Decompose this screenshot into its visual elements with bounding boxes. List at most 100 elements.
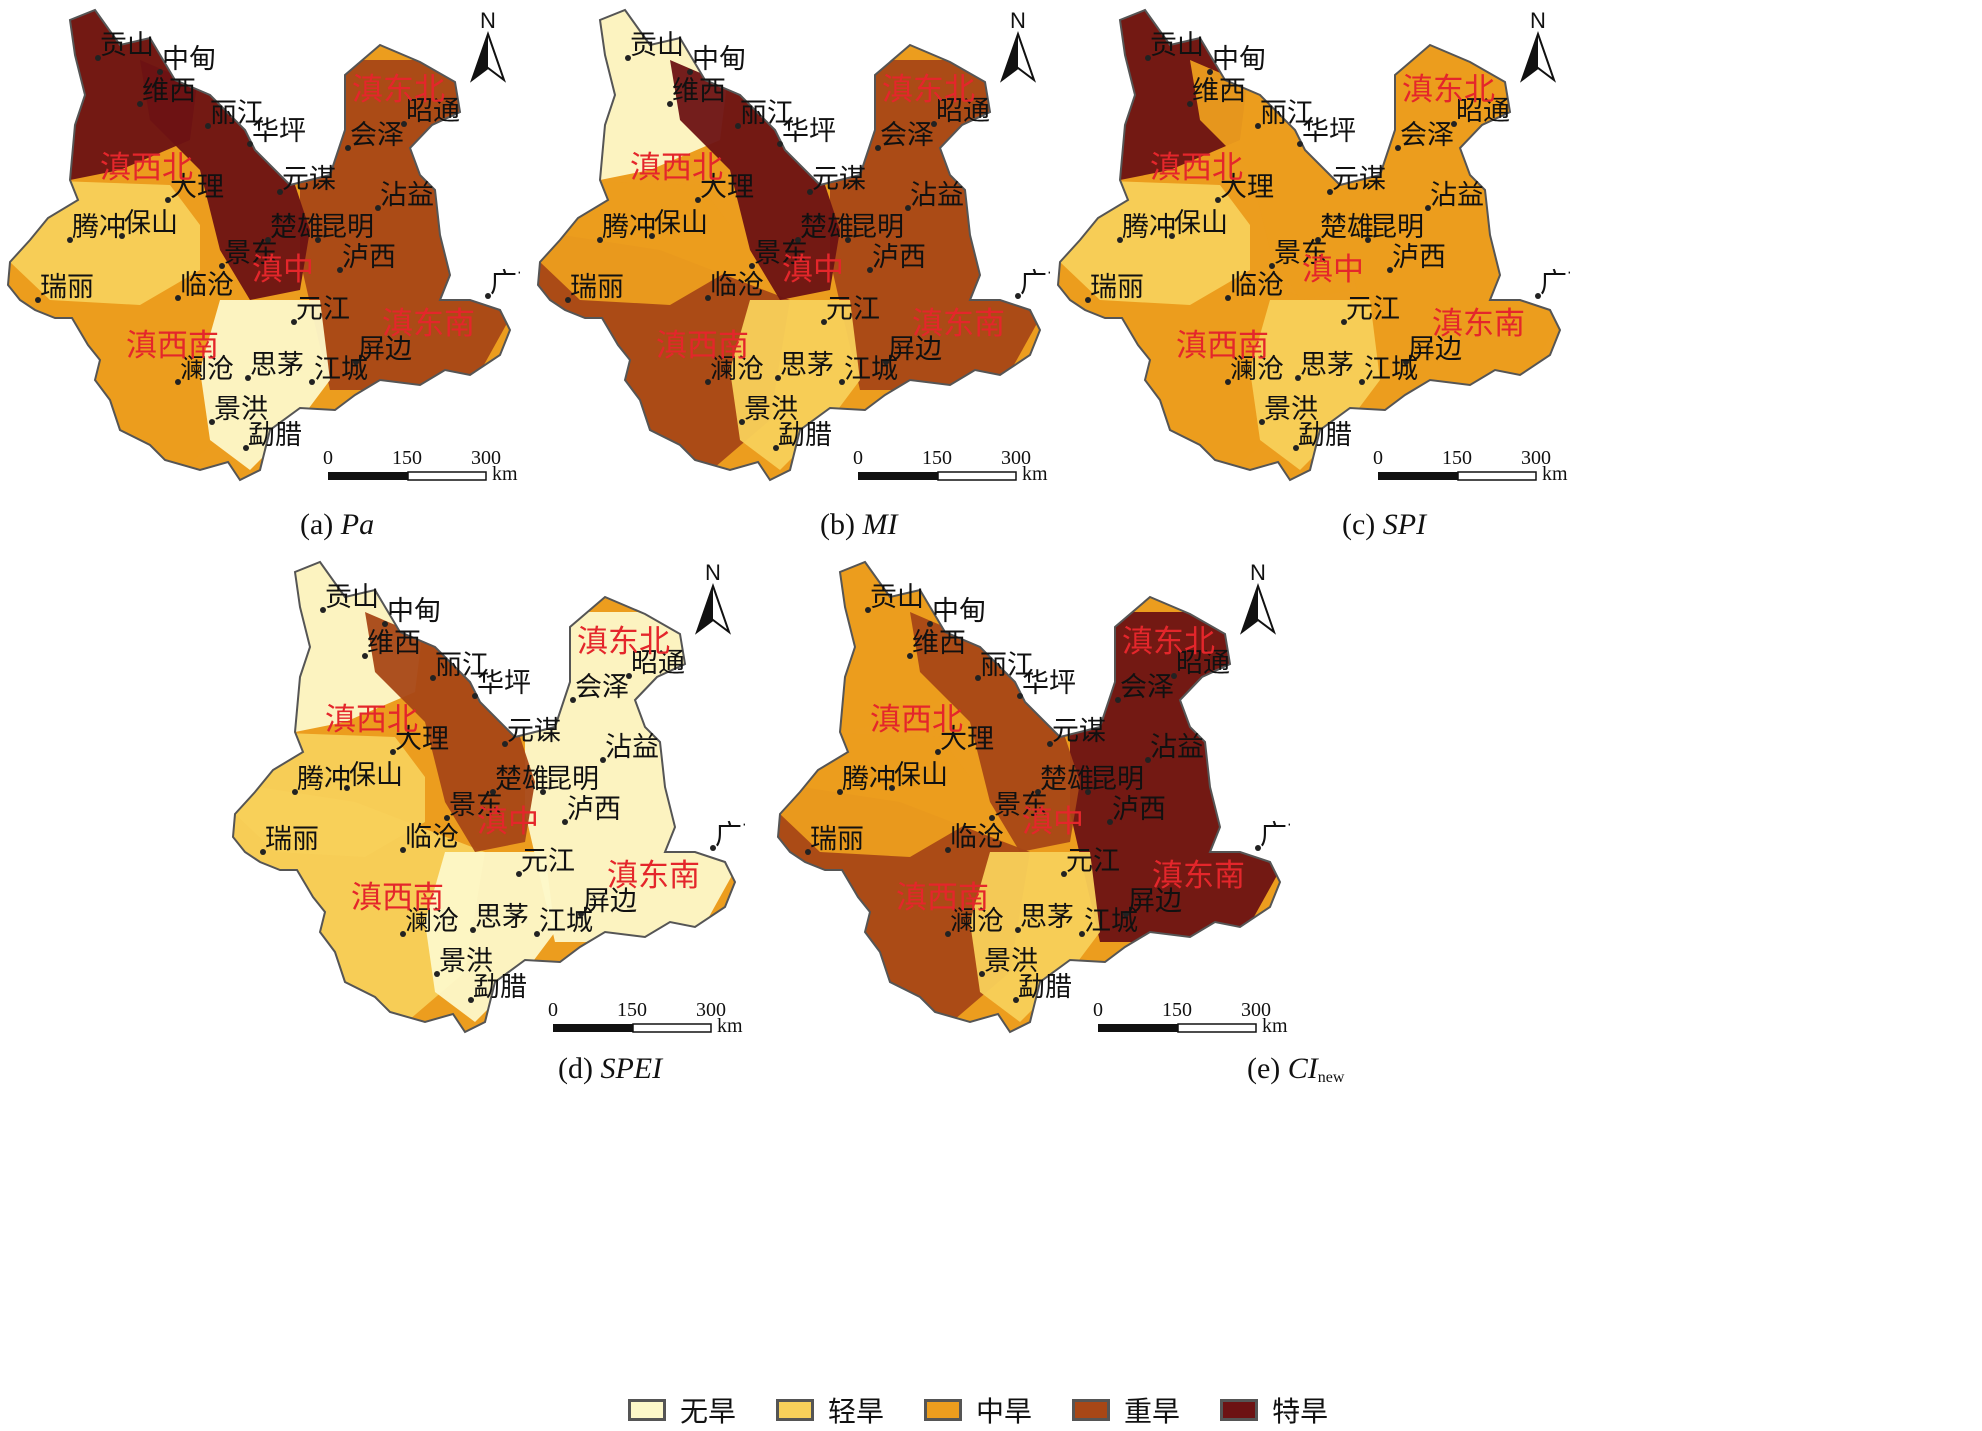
scale-bar-segment <box>1098 1024 1178 1032</box>
city-label: 贡山 <box>100 30 154 61</box>
city-marker <box>578 911 584 917</box>
city-label: 维西 <box>912 628 966 659</box>
region-label: 滇西南 <box>351 880 444 916</box>
city-label: 华坪 <box>782 116 836 147</box>
city-marker <box>315 237 321 243</box>
city-marker <box>649 233 655 239</box>
region-label: 滇东北 <box>882 72 975 108</box>
city-label: 大理 <box>170 172 224 203</box>
city-marker <box>502 741 508 747</box>
caption-d: (d) SPEI <box>558 1052 663 1085</box>
city-marker <box>175 295 181 301</box>
city-marker <box>362 653 368 659</box>
city-marker <box>562 819 568 825</box>
city-label: 丽江 <box>740 98 794 129</box>
province-outline <box>536 8 1042 482</box>
scale-bar-segment <box>1378 472 1458 480</box>
city-label: 广南 <box>1260 820 1290 851</box>
city-marker <box>434 971 440 977</box>
city-label: 昆明 <box>1370 212 1424 243</box>
legend-label: 重旱 <box>1124 1395 1181 1428</box>
region-label: 滇东北 <box>1122 624 1215 660</box>
city-marker <box>907 653 913 659</box>
city-label: 昆明 <box>320 212 374 243</box>
scale-bar-segment <box>553 1024 633 1032</box>
city-marker <box>468 997 474 1003</box>
city-label: 华坪 <box>1302 116 1356 147</box>
city-label: 会泽 <box>880 120 934 151</box>
city-label: 屏边 <box>1408 334 1462 365</box>
city-label: 景洪 <box>744 394 798 425</box>
north-label: N <box>1010 8 1026 33</box>
city-marker <box>687 69 693 75</box>
city-marker <box>805 849 811 855</box>
city-label: 贡山 <box>630 30 684 61</box>
city-label: 会泽 <box>575 672 629 703</box>
city-label: 元江 <box>521 846 575 877</box>
city-label: 元谋 <box>1332 164 1386 195</box>
city-marker <box>157 69 163 75</box>
city-marker <box>400 847 406 853</box>
region-label: 滇中 <box>782 252 844 288</box>
city-label: 丽江 <box>980 650 1034 681</box>
region-label: 滇东南 <box>607 858 700 894</box>
city-label: 元江 <box>1346 294 1400 325</box>
city-marker <box>1359 379 1365 385</box>
north-arrow-icon-fill <box>1522 34 1538 80</box>
city-marker <box>889 785 895 791</box>
city-marker <box>749 263 755 269</box>
city-marker <box>1085 789 1091 795</box>
scale-bar-unit: km <box>717 1015 743 1037</box>
region-label: 滇东北 <box>352 72 445 108</box>
city-marker <box>1013 997 1019 1003</box>
caption-e: (e) CInew <box>1247 1052 1345 1086</box>
scale-bar-tick: 150 <box>617 999 647 1021</box>
city-label: 大理 <box>700 172 754 203</box>
region-label: 滇西北 <box>630 150 723 186</box>
city-label: 华坪 <box>252 116 306 147</box>
city-marker <box>375 205 381 211</box>
city-label: 华坪 <box>1022 668 1076 699</box>
city-label: 瑞丽 <box>40 272 94 303</box>
city-marker <box>277 189 283 195</box>
legend-swatch-severe <box>1072 1399 1111 1421</box>
city-marker <box>735 123 741 129</box>
city-marker <box>1425 205 1431 211</box>
region-label: 滇东南 <box>1152 858 1245 894</box>
city-marker <box>1115 697 1121 703</box>
north-label: N <box>1530 8 1546 33</box>
city-marker <box>905 205 911 211</box>
city-label: 广南 <box>1020 268 1050 299</box>
city-marker <box>1145 55 1151 61</box>
city-label: 景洪 <box>984 946 1038 977</box>
scale-bar-tick: 0 <box>853 447 863 469</box>
city-label: 昭通 <box>936 96 990 127</box>
city-label: 元江 <box>296 294 350 325</box>
city-label: 思茅 <box>250 350 304 381</box>
scale-bar-tick: 300 <box>1521 447 1551 469</box>
province-outline <box>6 8 512 482</box>
scale-bar-unit: km <box>492 463 518 485</box>
region-label: 滇东北 <box>577 624 670 660</box>
city-label: 保山 <box>124 208 178 239</box>
region-label: 滇中 <box>477 804 539 840</box>
drought-zone-south-center <box>730 300 860 470</box>
city-label: 澜沧 <box>950 906 1004 937</box>
legend-label: 轻旱 <box>828 1395 885 1428</box>
city-marker <box>865 607 871 613</box>
city-label: 会泽 <box>1400 120 1454 151</box>
city-marker <box>1169 233 1175 239</box>
city-marker <box>1225 379 1231 385</box>
city-label: 会泽 <box>1120 672 1174 703</box>
legend: 无旱 轻旱 中旱 重旱 特旱 <box>628 1393 1368 1428</box>
north-label: N <box>1250 560 1266 585</box>
city-label: 沾益 <box>605 732 659 763</box>
city-label: 景东 <box>754 238 808 269</box>
city-marker <box>945 931 951 937</box>
city-marker <box>1207 69 1213 75</box>
city-label: 景洪 <box>439 946 493 977</box>
scale-bar-tick: 150 <box>1442 447 1472 469</box>
